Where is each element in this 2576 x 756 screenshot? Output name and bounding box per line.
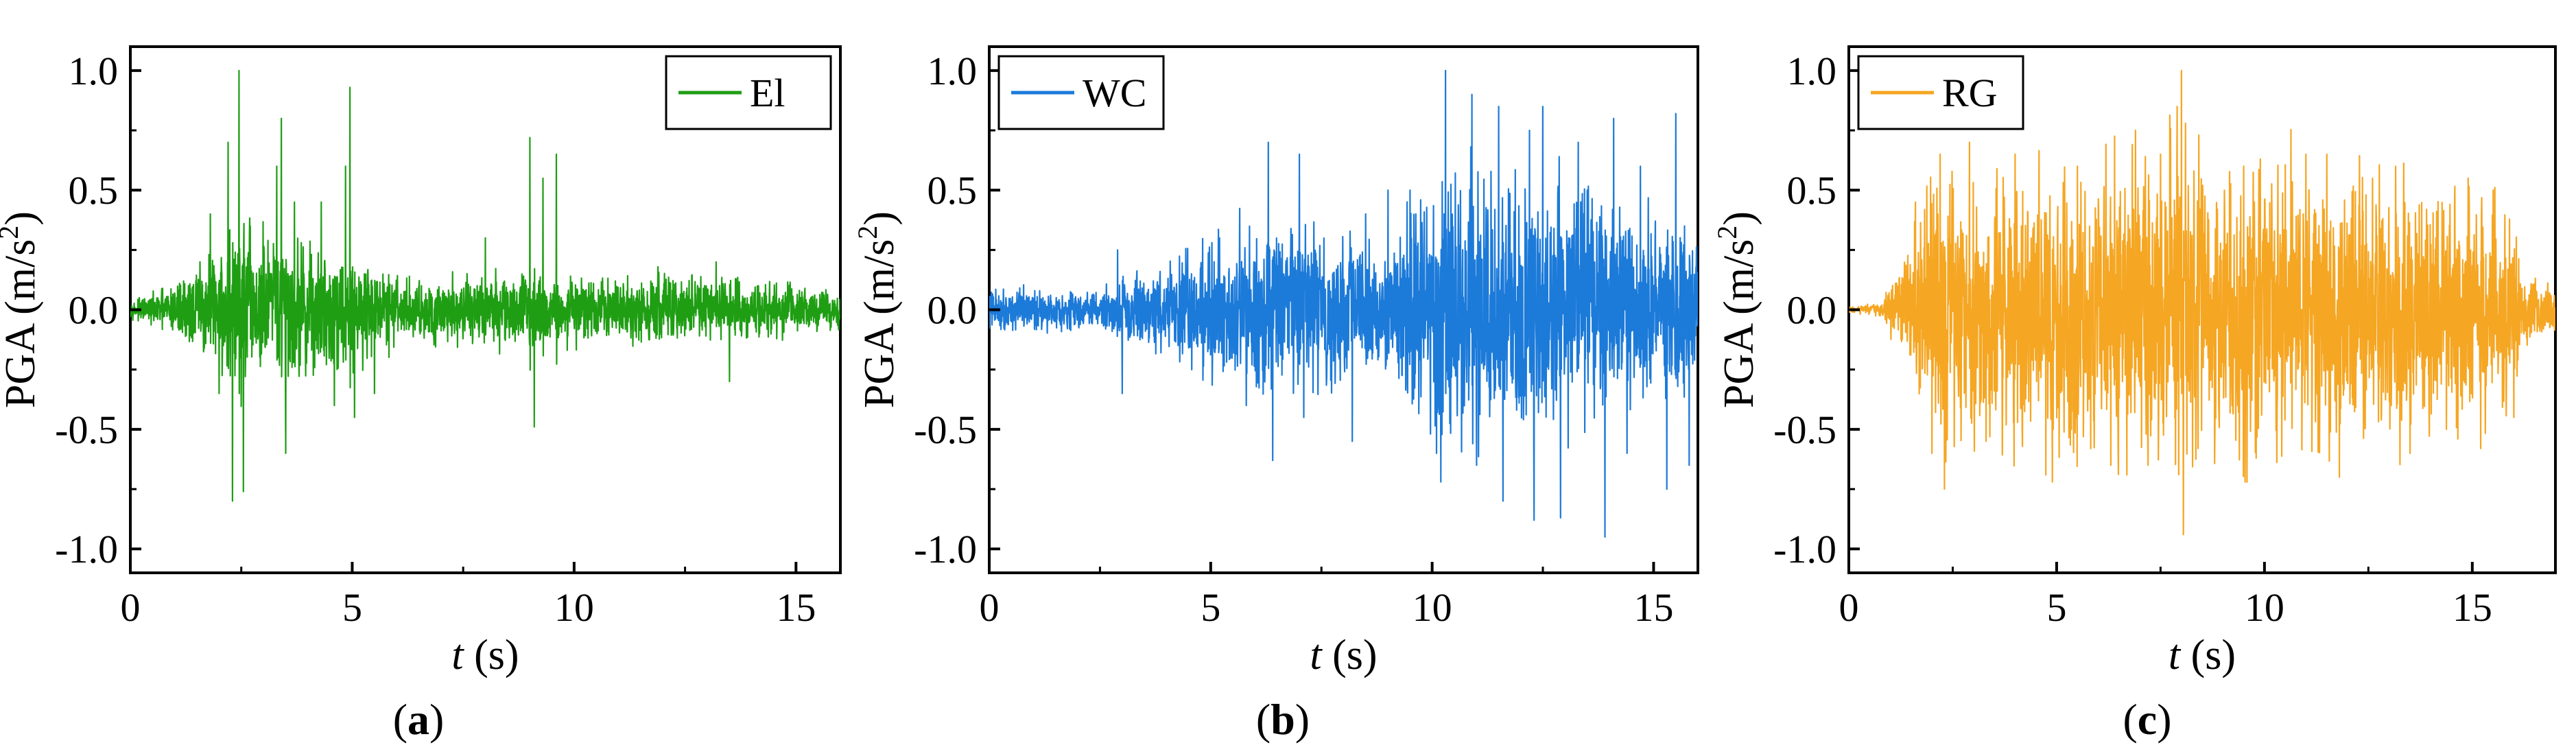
- y-tick-label: 0.0: [69, 288, 119, 333]
- y-tick-label: 0.0: [927, 288, 978, 333]
- y-axis-close: ): [856, 211, 903, 226]
- x-tick-label: 5: [342, 585, 362, 630]
- x-tick-label: 5: [2046, 585, 2066, 630]
- y-axis-close: ): [0, 211, 44, 226]
- panel-caption: (c): [2123, 695, 2171, 744]
- y-tick-label: 0.5: [1787, 168, 1837, 213]
- y-axis-close: ): [1716, 211, 1762, 226]
- legend-label: El: [750, 71, 785, 115]
- y-tick-label: 0.5: [927, 168, 978, 213]
- caption-open-paren: (: [393, 695, 407, 744]
- x-axis-title: t (s): [1310, 632, 1377, 678]
- y-axis-title: PGA (m/s2): [0, 211, 44, 408]
- x-tick-label: 10: [554, 585, 594, 630]
- y-axis-base: PGA (m/s: [1716, 239, 1762, 408]
- chart-panel-a: 0 5 10 15 1.0 0.5 0.0 -0.5 -1.0 t (s) PGA (m/s2) El…: [0, 45, 842, 744]
- legend: RG: [1857, 55, 2024, 130]
- y-axis-base: PGA (m/s: [856, 239, 903, 408]
- y-axis-superscript: 2: [852, 226, 883, 239]
- x-tick-label: 15: [776, 585, 816, 630]
- x-axis-title: t (s): [451, 632, 519, 678]
- caption-letter: b: [1271, 695, 1295, 744]
- caption-letter: c: [2138, 695, 2157, 744]
- x-tick-label: 15: [1633, 585, 1673, 630]
- y-tick-label: -0.5: [55, 407, 118, 452]
- y-axis-base: PGA (m/s: [0, 239, 44, 408]
- caption-letter: a: [407, 695, 429, 744]
- y-tick-label: 1.0: [927, 49, 978, 93]
- x-tick-label: 0: [1839, 585, 1859, 630]
- y-tick-label: 1.0: [69, 49, 119, 93]
- x-tick-label: 10: [2245, 585, 2284, 630]
- y-tick-label: 0.5: [69, 168, 119, 213]
- y-axis-title: PGA (m/s2): [1712, 211, 1762, 408]
- legend: WC: [997, 55, 1165, 130]
- y-tick-label: -0.5: [914, 407, 977, 452]
- x-tick-label: 0: [121, 585, 141, 630]
- y-tick-label: -1.0: [1773, 527, 1836, 571]
- y-tick-label: 0.0: [1787, 288, 1837, 333]
- panel-caption: (a): [393, 695, 445, 744]
- caption-open-paren: (: [1256, 695, 1271, 744]
- panel-caption: (b): [1256, 695, 1310, 744]
- series-line-wc: [989, 69, 1698, 538]
- series-line-el: [130, 69, 840, 502]
- x-axis-unit: (s): [2180, 632, 2236, 678]
- chart-panel-c: 0 5 10 15 1.0 0.5 0.0 -0.5 -1.0 t (s) PGA (m/s2) RG…: [1712, 45, 2557, 744]
- x-tick-label: 15: [2453, 585, 2492, 630]
- x-axis-variable: t: [451, 632, 464, 678]
- x-axis-unit: (s): [1322, 632, 1378, 678]
- x-tick-label: 5: [1201, 585, 1220, 630]
- caption-open-paren: (: [2123, 695, 2137, 744]
- x-axis-variable: t: [1310, 632, 1323, 678]
- y-tick-label: -1.0: [914, 527, 977, 571]
- y-tick-label: 1.0: [1787, 49, 1837, 93]
- y-axis-superscript: 2: [0, 226, 24, 239]
- legend-label: WC: [1083, 71, 1146, 115]
- legend: El: [665, 55, 832, 130]
- x-tick-label: 0: [980, 585, 1000, 630]
- caption-close-paren: ): [2157, 695, 2171, 744]
- x-tick-label: 10: [1413, 585, 1452, 630]
- x-axis-title: t (s): [2169, 632, 2236, 678]
- series-line-rg: [1849, 69, 2555, 536]
- legend-label: RG: [1942, 71, 1998, 115]
- x-axis-variable: t: [2169, 632, 2182, 678]
- y-axis-title: PGA (m/s2): [852, 211, 903, 408]
- caption-close-paren: ): [429, 695, 444, 744]
- y-axis-superscript: 2: [1712, 226, 1742, 239]
- chart-panel-b: 0 5 10 15 1.0 0.5 0.0 -0.5 -1.0 t (s) PGA (m/s2) WC…: [852, 45, 1699, 744]
- y-tick-label: -0.5: [1773, 407, 1836, 452]
- caption-close-paren: ): [1295, 695, 1310, 744]
- x-axis-unit: (s): [464, 632, 519, 678]
- y-tick-label: -1.0: [55, 527, 118, 571]
